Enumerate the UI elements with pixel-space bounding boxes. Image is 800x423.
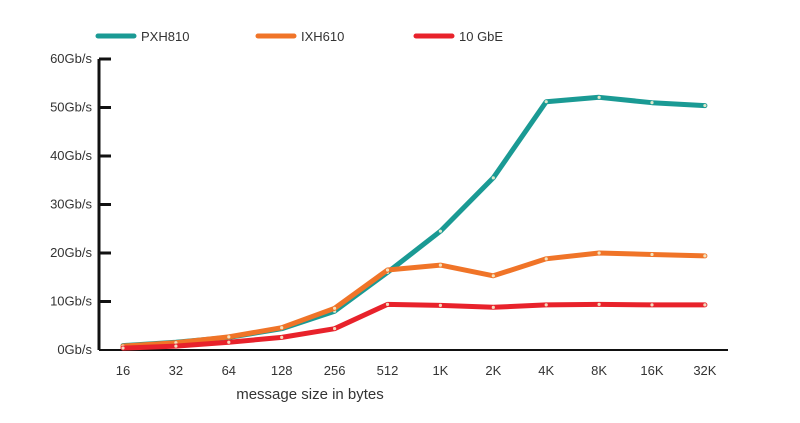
series-line-10-gbe bbox=[120, 301, 708, 351]
data-point-10-gbe bbox=[227, 340, 231, 344]
x-tick-label: 4K bbox=[538, 363, 554, 378]
data-point-ixh610 bbox=[280, 326, 284, 330]
series-line-pxh810 bbox=[120, 94, 708, 349]
data-point-ixh610 bbox=[227, 335, 231, 339]
legend: PXH810 IXH610 10 GbE bbox=[95, 29, 503, 44]
y-axis-ticks: 0Gb/s 10Gb/s 20Gb/s 30Gb/s 40Gb/s 50Gb/s 60Gb/… bbox=[50, 51, 111, 357]
legend-label-10-gbe: 10 GbE bbox=[459, 29, 503, 44]
data-point-ixh610 bbox=[703, 254, 707, 258]
x-tick-label: 512 bbox=[377, 363, 399, 378]
x-tick-label: 32K bbox=[693, 363, 716, 378]
data-point-10-gbe bbox=[333, 327, 337, 331]
data-point-10-gbe bbox=[121, 346, 125, 350]
data-point-10-gbe bbox=[438, 303, 442, 307]
y-tick-label: 40Gb/s bbox=[50, 148, 92, 163]
data-point-10-gbe bbox=[597, 302, 601, 307]
data-point-ixh610 bbox=[597, 251, 601, 255]
data-point-10-gbe bbox=[174, 344, 178, 348]
data-point-10-gbe bbox=[385, 302, 390, 307]
data-point-ixh610 bbox=[491, 274, 495, 278]
x-tick-label: 256 bbox=[324, 363, 346, 378]
data-point-ixh610 bbox=[174, 341, 178, 345]
data-point-ixh610 bbox=[650, 252, 654, 257]
data-point-ixh610 bbox=[438, 263, 442, 267]
x-tick-label: 32 bbox=[169, 363, 183, 378]
y-tick-label: 10Gb/s bbox=[50, 294, 92, 309]
data-point-pxh810 bbox=[544, 100, 548, 104]
x-axis-ticks: 16 32 64 128 256 512 1K 2K 4K 8K 16K 32K bbox=[116, 363, 717, 378]
x-tick-label: 1K bbox=[432, 363, 448, 378]
x-tick-label: 16 bbox=[116, 363, 130, 378]
data-point-pxh810 bbox=[438, 229, 442, 233]
y-tick-label: 0Gb/s bbox=[57, 342, 92, 357]
series-lines bbox=[120, 94, 708, 351]
data-point-10-gbe bbox=[280, 335, 284, 339]
data-point-ixh610 bbox=[333, 306, 337, 310]
x-tick-label: 8K bbox=[591, 363, 607, 378]
x-tick-label: 128 bbox=[271, 363, 293, 378]
data-point-pxh810 bbox=[650, 101, 654, 105]
data-point-pxh810 bbox=[597, 95, 601, 99]
legend-label-pxh810: PXH810 bbox=[141, 29, 189, 44]
legend-label-ixh610: IXH610 bbox=[301, 29, 344, 44]
y-tick-label: 20Gb/s bbox=[50, 245, 92, 260]
data-point-ixh610 bbox=[544, 257, 548, 261]
y-tick-label: 30Gb/s bbox=[50, 197, 92, 212]
x-tick-label: 64 bbox=[222, 363, 236, 378]
data-point-10-gbe bbox=[491, 305, 495, 309]
data-point-pxh810 bbox=[703, 103, 707, 108]
data-point-10-gbe bbox=[544, 303, 548, 307]
data-point-ixh610 bbox=[385, 268, 390, 272]
x-axis-label: message size in bytes bbox=[236, 386, 384, 403]
x-tick-label: 16K bbox=[640, 363, 663, 378]
data-point-pxh810 bbox=[491, 176, 495, 180]
series-line-ixh610 bbox=[120, 250, 708, 349]
data-point-10-gbe bbox=[650, 303, 654, 307]
y-tick-label: 50Gb/s bbox=[50, 100, 92, 115]
y-tick-label: 60Gb/s bbox=[50, 51, 92, 66]
data-point-10-gbe bbox=[703, 303, 707, 307]
x-tick-label: 2K bbox=[485, 363, 501, 378]
